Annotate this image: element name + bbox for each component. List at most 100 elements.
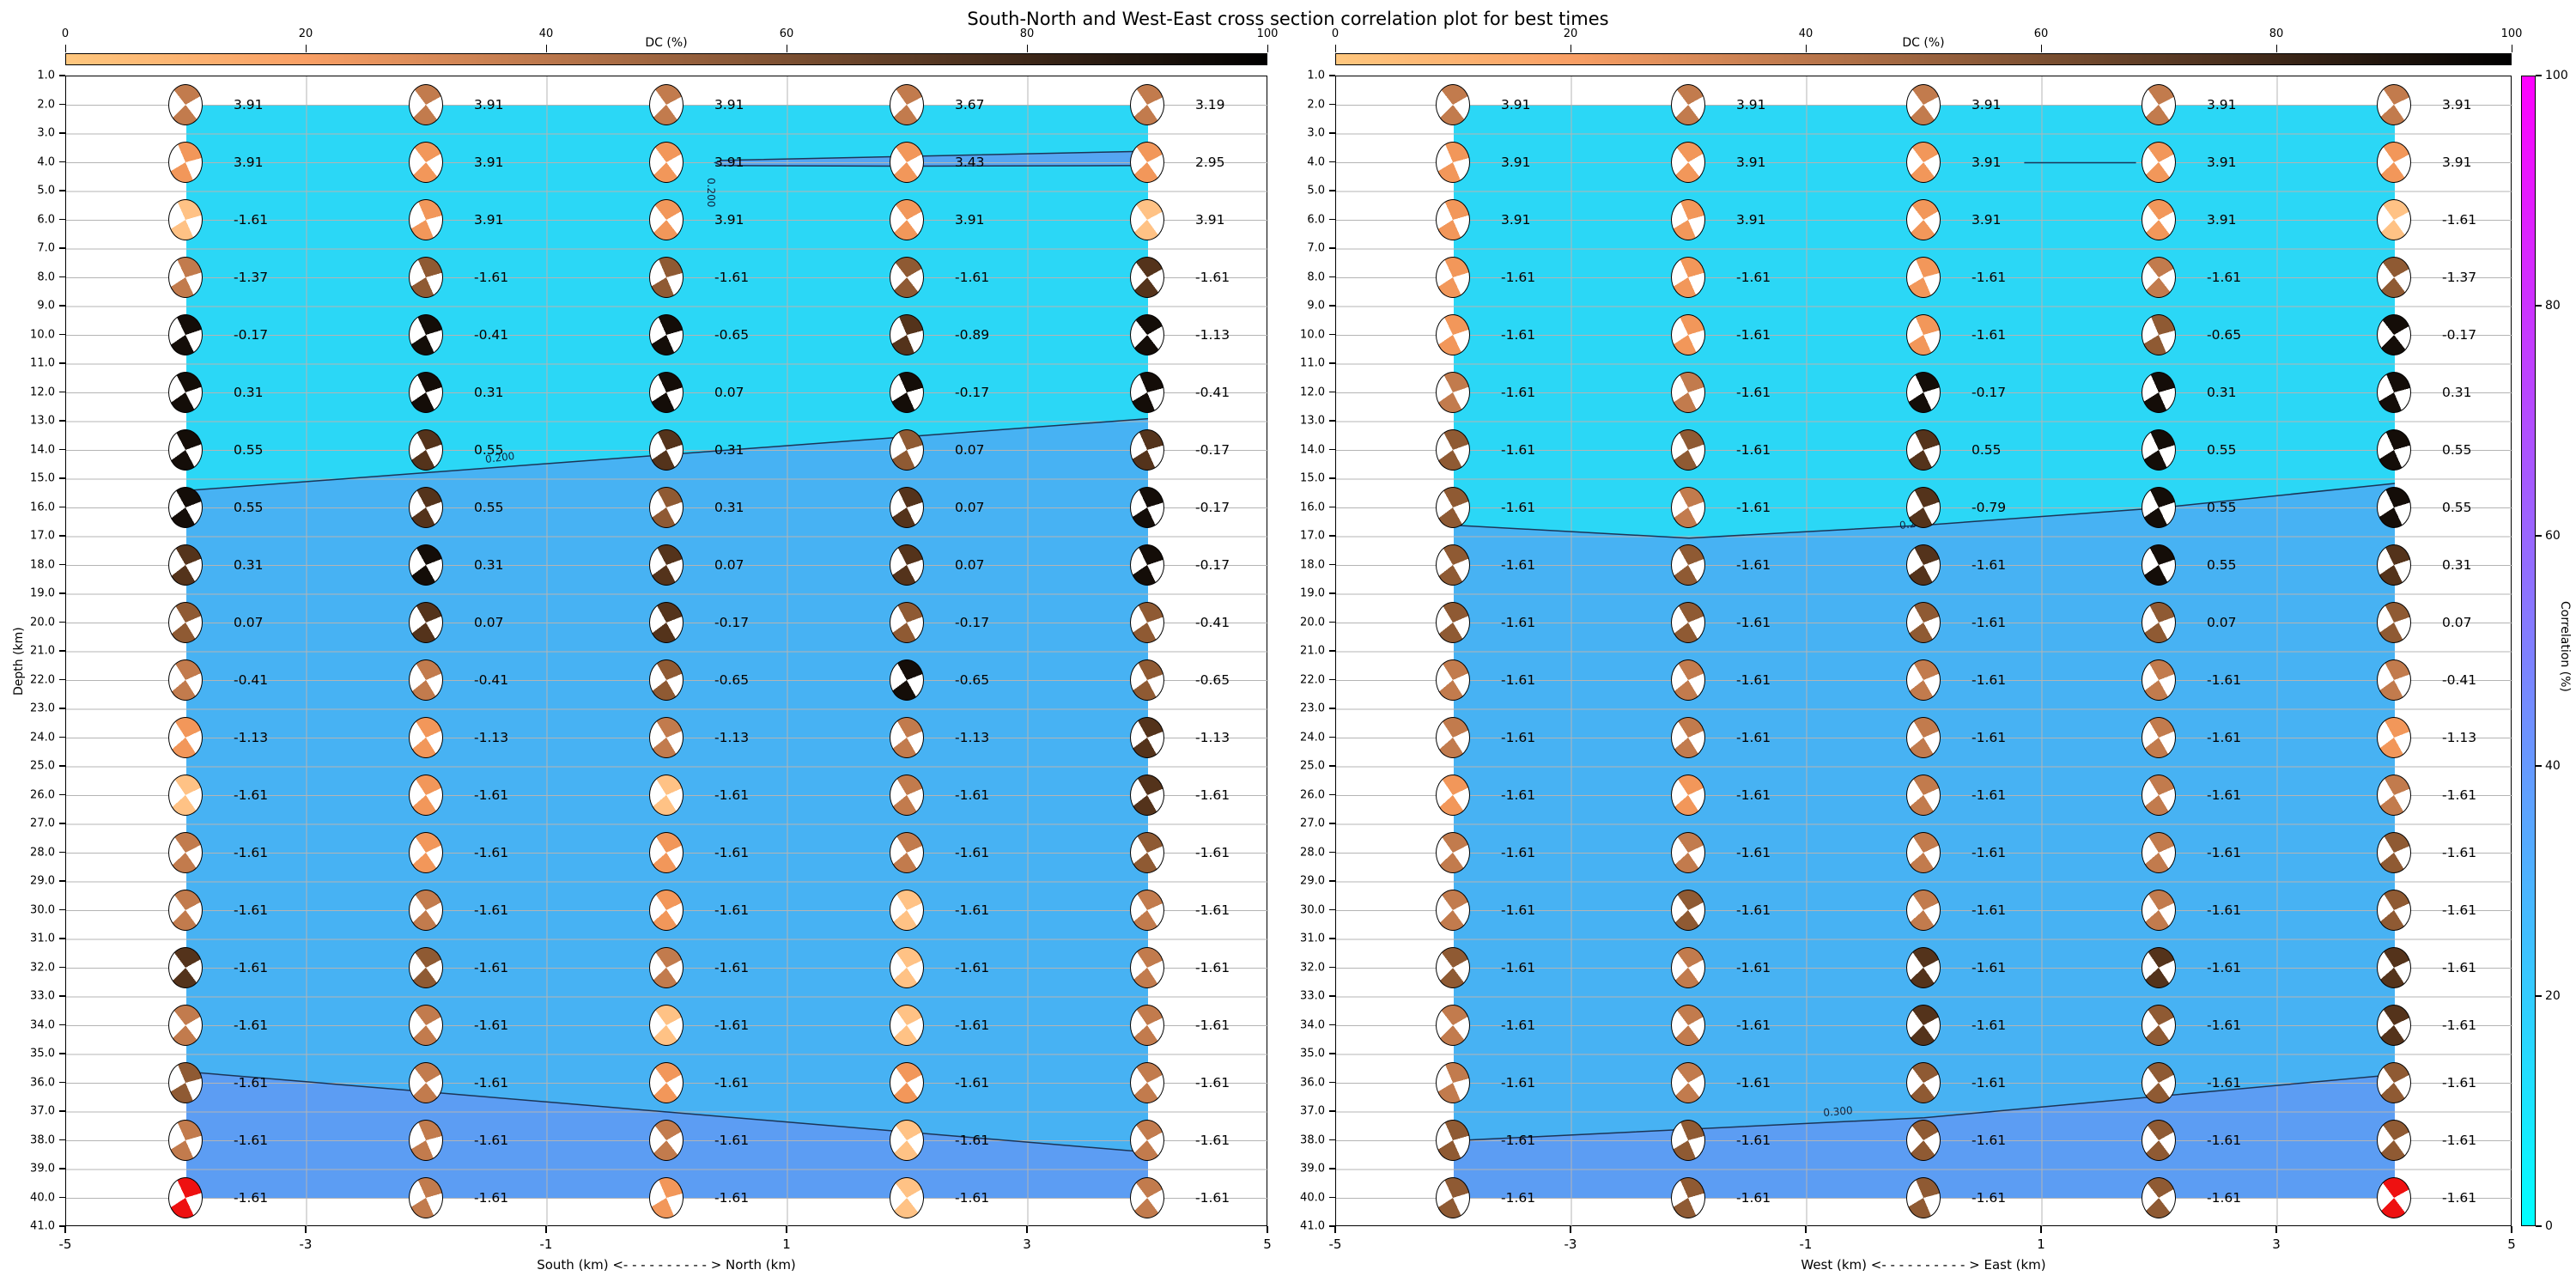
focal-mechanism-ball (1906, 1004, 1941, 1046)
focal-mechanism-ball (890, 141, 924, 183)
focal-mechanism-ball (649, 831, 683, 873)
depth-tick-label: 10.0 (1300, 328, 1325, 341)
depth-tick-mark (1329, 1168, 1335, 1170)
focal-mechanism-ball (2377, 83, 2411, 125)
focal-mechanism-ball (168, 831, 203, 873)
focal-mechanism-ball (890, 946, 924, 988)
correlation-value-label: 0.55 (2442, 499, 2472, 515)
x-tick-label: 5 (1263, 1236, 1272, 1252)
correlation-value-label: -1.61 (234, 1074, 269, 1091)
depth-tick-label: 37.0 (1300, 1104, 1325, 1118)
focal-mechanism-ball (1436, 256, 1470, 298)
focal-mechanism-ball (1130, 831, 1164, 873)
focal-mechanism-ball (168, 1061, 203, 1103)
depth-tick-mark (1329, 190, 1335, 191)
correlation-value-label: -1.61 (1736, 671, 1771, 688)
focal-mechanism-ball (168, 313, 203, 355)
focal-mechanism-ball (1436, 141, 1470, 183)
focal-mechanism-ball (409, 428, 443, 471)
dc-colorbar (65, 53, 1267, 65)
correlation-colorbar-title: Correlation (%) (2558, 601, 2572, 692)
chart-title: South-North and West-East cross section … (967, 9, 1609, 29)
focal-mechanism-ball (2377, 371, 2411, 413)
correlation-value-label: -0.17 (1195, 556, 1230, 573)
correlation-value-label: -1.61 (1971, 326, 2007, 343)
correlation-contour-line (1453, 1073, 2396, 1142)
correlation-value-label: 0.07 (474, 614, 504, 630)
x-tick-mark (2275, 1226, 2277, 1233)
correlation-value-label: -1.61 (1971, 1074, 2007, 1091)
depth-tick-mark (59, 535, 65, 537)
panel-plot-svg (1336, 76, 2512, 1227)
correlation-value-label: -0.65 (955, 671, 990, 688)
focal-mechanism-ball (2377, 544, 2411, 586)
correlation-value-label: -0.17 (1195, 499, 1230, 515)
correlation-value-label: 3.91 (1195, 211, 1225, 228)
depth-tick-mark (1329, 103, 1335, 106)
focal-mechanism-ball (649, 601, 683, 643)
depth-tick-mark (59, 305, 65, 307)
depth-tick-label: 12.0 (1300, 386, 1325, 398)
depth-tick-label: 5.0 (1307, 184, 1325, 197)
depth-tick-label: 9.0 (1307, 299, 1325, 313)
depth-tick-mark (1329, 535, 1335, 537)
correlation-value-label: -1.61 (474, 269, 509, 285)
depth-tick-label: 22.0 (1300, 673, 1325, 686)
dc-colorbar-tick-label: 20 (298, 27, 313, 40)
correlation-colorbar-tick-mark (2536, 1225, 2542, 1227)
focal-mechanism-ball (1130, 198, 1164, 240)
focal-mechanism-ball (1671, 831, 1705, 873)
correlation-value-label: -1.61 (2207, 729, 2242, 745)
depth-tick-label: 4.0 (1307, 155, 1325, 168)
depth-tick-mark (59, 1225, 65, 1227)
focal-mechanism-ball (2142, 1004, 2176, 1046)
focal-mechanism-ball (1436, 659, 1470, 701)
x-tick-mark (2511, 1226, 2512, 1233)
correlation-value-label: -1.61 (1736, 1074, 1771, 1091)
correlation-value-label: -1.61 (1736, 959, 1771, 975)
correlation-value-label: 3.91 (2207, 96, 2237, 112)
focal-mechanism-ball (1906, 256, 1941, 298)
depth-tick-label: 5.0 (37, 184, 55, 197)
focal-mechanism-ball (1671, 428, 1705, 471)
correlation-value-label: 3.91 (714, 211, 744, 228)
depth-tick-mark (1329, 1225, 1335, 1227)
correlation-value-label: 0.07 (234, 614, 264, 630)
focal-mechanism-ball (168, 428, 203, 471)
correlation-value-label: -1.61 (1501, 269, 1536, 285)
x-tick-label: -1 (1799, 1236, 1813, 1252)
focal-mechanism-ball (1436, 1176, 1470, 1218)
correlation-value-label: 3.91 (1736, 96, 1766, 112)
correlation-value-label: -1.61 (1501, 844, 1536, 860)
correlation-value-label: -1.61 (1501, 326, 1536, 343)
focal-mechanism-ball (1671, 1119, 1705, 1161)
correlation-value-label: -0.41 (474, 671, 509, 688)
depth-tick-mark (1329, 132, 1335, 134)
correlation-value-label: -1.61 (234, 844, 269, 860)
focal-mechanism-ball (1906, 716, 1941, 758)
correlation-value-label: -1.61 (1736, 902, 1771, 918)
focal-mechanism-ball (2142, 716, 2176, 758)
focal-mechanism-ball (409, 83, 443, 125)
correlation-value-label: -1.61 (1501, 787, 1536, 803)
depth-tick-label: 7.0 (1307, 241, 1325, 255)
focal-mechanism-ball (1436, 371, 1470, 413)
focal-mechanism-ball (1671, 313, 1705, 355)
depth-tick-mark (59, 103, 65, 106)
correlation-value-label: -1.61 (2207, 902, 2242, 918)
x-tick-label: 5 (2507, 1236, 2516, 1252)
focal-mechanism-ball (2142, 544, 2176, 586)
correlation-value-label: -1.61 (1195, 959, 1230, 975)
focal-mechanism-ball (409, 601, 443, 643)
x-tick-mark (1334, 1226, 1336, 1233)
correlation-value-label: -1.61 (474, 959, 509, 975)
correlation-value-label: -1.61 (2207, 1132, 2242, 1148)
focal-mechanism-ball (409, 256, 443, 298)
focal-mechanism-ball (890, 428, 924, 471)
depth-tick-label: 10.0 (30, 328, 55, 341)
depth-tick-label: 14.0 (1300, 443, 1325, 456)
correlation-value-label: -1.61 (714, 844, 750, 860)
focal-mechanism-ball (2377, 831, 2411, 873)
depth-tick-label: 26.0 (30, 788, 55, 801)
correlation-value-label: -1.61 (1195, 902, 1230, 918)
